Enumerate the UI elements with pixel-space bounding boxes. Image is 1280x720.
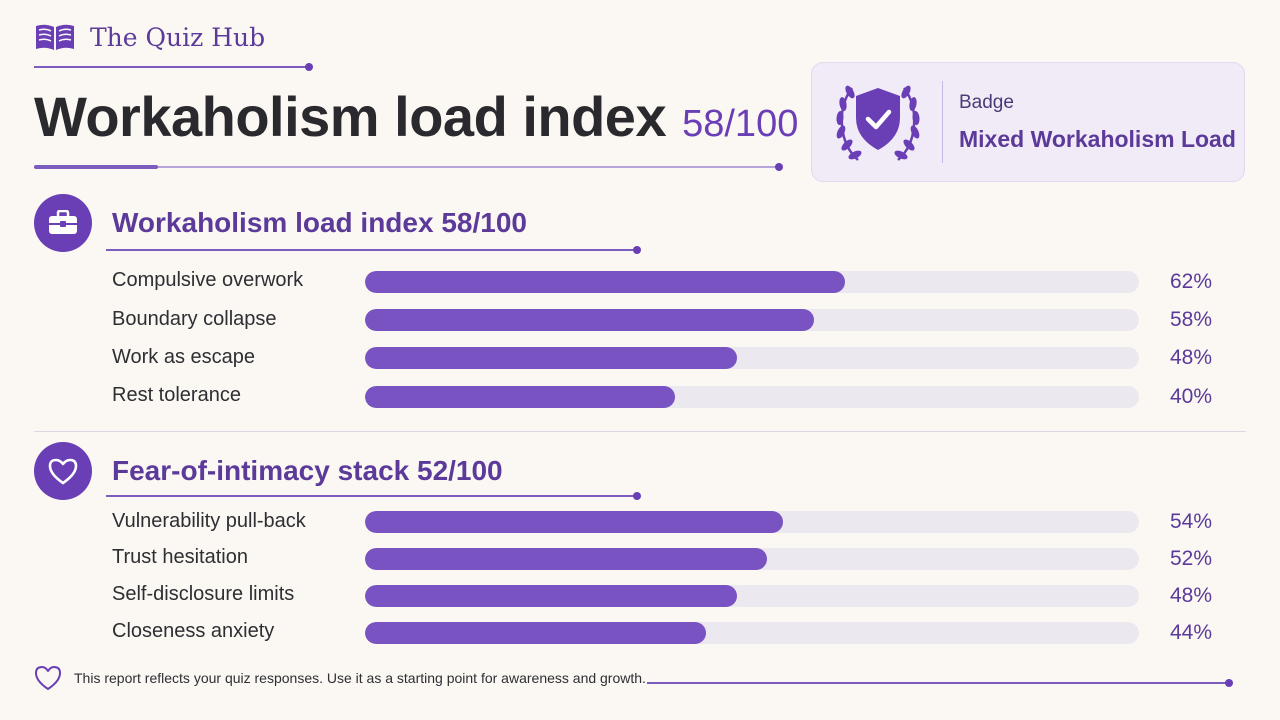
section-title-intimacy: Fear-of-intimacy stack 52/100 <box>112 455 503 486</box>
metric-label: Boundary collapse <box>112 308 277 330</box>
metric-label: Compulsive overwork <box>112 269 304 291</box>
briefcase-icon <box>34 194 92 252</box>
progress-fill <box>365 585 737 607</box>
title-underline <box>34 163 783 171</box>
progress-fill <box>365 271 845 293</box>
metric-label: Closeness anxiety <box>112 620 275 642</box>
page-title-score: 58/100 <box>682 103 799 145</box>
brand-name: The Quiz Hub <box>90 22 266 52</box>
footer-rule <box>647 679 1233 687</box>
metric-percent: 40% <box>1169 385 1212 408</box>
section-underline <box>106 246 641 254</box>
metric-percent: 48% <box>1169 584 1212 607</box>
progress-fill <box>365 386 675 408</box>
page-title-text: Workaholism load index <box>34 85 667 148</box>
brand-underline <box>34 63 313 71</box>
metric-percent: 48% <box>1169 346 1212 369</box>
progress-track <box>365 585 1139 607</box>
heart-icon <box>34 442 92 500</box>
progress-track <box>365 622 1139 644</box>
badge-card: Badge Mixed Workaholism Load <box>811 62 1245 182</box>
progress-fill <box>365 511 783 533</box>
progress-track <box>365 271 1139 293</box>
metric-percent: 44% <box>1169 621 1212 644</box>
progress-fill <box>365 622 706 644</box>
metric-label: Self-disclosure limits <box>112 583 295 605</box>
metric-percent: 52% <box>1169 547 1212 570</box>
metric-label: Rest tolerance <box>112 384 241 406</box>
badge-divider <box>942 81 943 163</box>
progress-track <box>365 548 1139 570</box>
badge-value: Mixed Workaholism Load <box>959 125 1236 152</box>
metric-label: Work as escape <box>112 346 256 368</box>
brand: The Quiz Hub <box>34 22 265 52</box>
metric-label: Trust hesitation <box>112 546 248 568</box>
metric-percent: 58% <box>1169 308 1212 331</box>
metric-label: Vulnerability pull-back <box>112 510 306 532</box>
footer-text: This report reflects your quiz responses… <box>74 670 646 686</box>
shield-check-laurel-icon <box>836 85 920 161</box>
progress-fill <box>365 548 768 570</box>
open-book-icon <box>36 24 74 50</box>
metric-percent: 54% <box>1169 510 1212 533</box>
section-divider <box>34 431 1246 432</box>
heart-outline-icon <box>35 666 61 690</box>
metric-percent: 62% <box>1169 270 1212 293</box>
progress-track <box>365 309 1139 331</box>
section-title-workaholism: Workaholism load index 58/100 <box>112 207 527 238</box>
progress-fill <box>365 347 737 369</box>
progress-track <box>365 347 1139 369</box>
badge-text: Badge Mixed Workaholism Load <box>959 92 1236 153</box>
badge-label: Badge <box>959 91 1014 113</box>
progress-track <box>365 511 1139 533</box>
progress-fill <box>365 309 814 331</box>
footer: This report reflects your quiz responses… <box>34 665 646 691</box>
page-title: Workaholism load index 58/100 <box>34 84 798 149</box>
progress-track <box>365 386 1139 408</box>
section-underline <box>106 492 641 500</box>
